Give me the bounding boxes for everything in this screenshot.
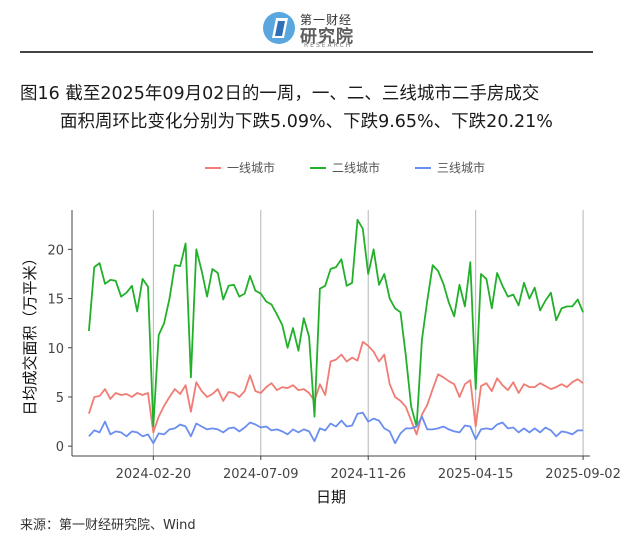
x-tick-label-2: 2024-07-09 xyxy=(223,467,299,482)
figure-title: 图16 截至2025年09月02日的一周，一、二、三线城市二手房成交 面积周环比… xyxy=(20,80,620,136)
figure-title-line2: 面积周环比变化分别为下跌5.09%、下跌9.65%、下跌20.21% xyxy=(60,112,553,132)
y-tick-label-15: 15 xyxy=(47,293,64,308)
legend-label-2: 二线城市 xyxy=(332,160,380,175)
y-tick-label-0: 0 xyxy=(56,440,64,455)
logo: 第一财经 研究院 RESEARCH xyxy=(262,10,382,49)
x-axis-title: 日期 xyxy=(316,488,346,506)
legend: 一线城市 二线城市 三线城市 xyxy=(205,160,485,175)
series-line-3 xyxy=(88,411,584,445)
figure-title-line1: 图16 截至2025年09月02日的一周，一、二、三线城市二手房成交 xyxy=(20,84,540,104)
legend-label-3: 三线城市 xyxy=(437,160,485,175)
series-group xyxy=(88,218,584,445)
y-tick-label-20: 20 xyxy=(47,243,64,258)
series-line-1 xyxy=(88,340,584,436)
grid xyxy=(152,210,584,456)
logo-en-text: RESEARCH xyxy=(304,42,353,49)
logo-small-text: 第一财经 xyxy=(300,13,353,27)
axes: 0 5 10 15 20 2024-02-20 2024-07-09 2024-11-26 20… xyxy=(47,210,621,482)
x-tick-label-1: 2024-02-20 xyxy=(116,467,192,482)
y-tick-label-10: 10 xyxy=(47,342,64,357)
legend-label-1: 一线城市 xyxy=(227,160,275,175)
x-tick-label-3: 2024-11-26 xyxy=(330,467,406,482)
x-tick-label-5: 2025-09-02 xyxy=(545,467,621,482)
logo-mark-icon xyxy=(263,12,295,44)
x-tick-label-4: 2025-04-15 xyxy=(438,467,514,482)
source-note: 来源：第一财经研究院、Wind xyxy=(20,518,196,533)
header-rule xyxy=(20,51,593,53)
series-line-2 xyxy=(88,218,584,428)
line-chart: 一线城市 二线城市 三线城市 0 5 10 15 20 2024-02-20 2024-07-0… xyxy=(21,160,621,506)
y-tick-label-5: 5 xyxy=(56,391,64,406)
logo-big-text: 研究院 xyxy=(300,27,354,47)
y-axis-title: 日均成交面积（万平米） xyxy=(21,250,39,415)
